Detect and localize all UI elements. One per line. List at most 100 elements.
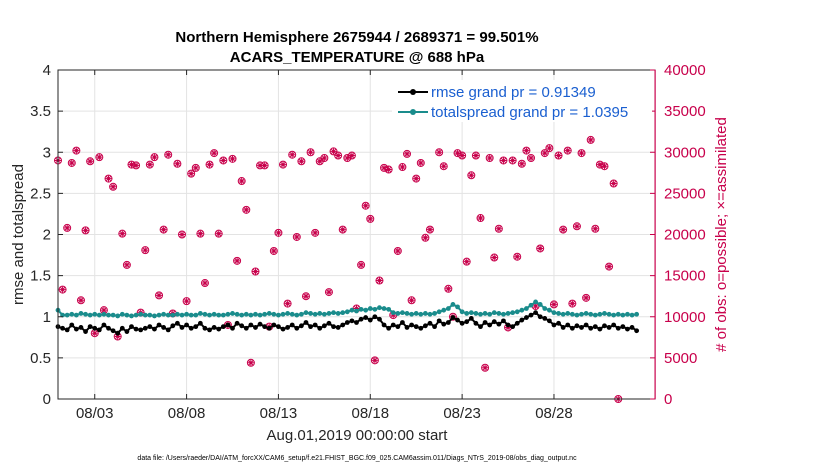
- totalspread-point-43: [253, 311, 258, 317]
- rmse-point-29: [188, 325, 194, 331]
- totalspread-point-40: [239, 312, 245, 318]
- rmse-point-83: [436, 318, 442, 324]
- obs-point-26: [173, 159, 182, 168]
- obs-assimilated-marker-33: [206, 161, 213, 168]
- totalspread-point-33: [207, 312, 212, 318]
- obs-assimilated-marker-102: [528, 155, 535, 162]
- obs-possible-marker-82: [435, 148, 444, 157]
- totalspread-point-87: [455, 304, 460, 310]
- obs-point-3: [67, 158, 76, 167]
- obs-assimilated-marker-72: [385, 166, 392, 173]
- obs-possible-marker-62: [338, 225, 347, 234]
- left-tick-label-6: 3: [43, 144, 51, 161]
- obs-possible-marker-86: [453, 149, 462, 158]
- obs-possible-marker-76: [403, 149, 412, 158]
- data-file-footnote: data file: /Users/raeder/DAI/ATM_forcXX/…: [137, 455, 577, 462]
- totalspread-point-55: [308, 311, 313, 316]
- totalspread-point-88: [459, 309, 465, 315]
- totalspread-point-84: [441, 307, 447, 313]
- obs-possible-marker-3: [67, 158, 76, 167]
- obs-possible-marker-67: [361, 201, 370, 210]
- obs-point-81: [425, 225, 434, 234]
- left-tick-label-3: 1.5: [30, 268, 51, 285]
- obs-possible-marker-58: [320, 154, 329, 163]
- obs-possible-marker-77: [407, 296, 416, 305]
- obs-possible-marker-38: [228, 154, 237, 163]
- right-tick-label-6: 30000: [664, 144, 706, 161]
- totalspread-point-57: [317, 311, 323, 316]
- obs-point-51: [288, 150, 297, 159]
- obs-assimilated-marker-60: [330, 148, 337, 155]
- rmse-point-5: [78, 325, 84, 330]
- obs-assimilated-marker-63: [344, 155, 351, 162]
- right-tick-label-1: 5000: [664, 350, 697, 367]
- obs-point-109: [559, 225, 568, 234]
- obs-assimilated-marker-103: [532, 303, 539, 310]
- obs-point-36: [219, 156, 228, 165]
- totalspread-point-45: [262, 311, 268, 317]
- obs-point-91: [476, 214, 485, 223]
- obs-assimilated-marker-104: [537, 245, 544, 252]
- obs-possible-marker-114: [582, 293, 591, 302]
- obs-possible-marker-40: [237, 177, 246, 186]
- obs-possible-marker-4: [72, 146, 81, 155]
- totalspread-point-79: [418, 311, 424, 317]
- rmse-point-69: [372, 314, 378, 320]
- obs-point-30: [191, 163, 200, 172]
- legend-label-totalspread: totalspread grand pr = 1.0395: [431, 104, 628, 121]
- rmse-point-30: [193, 324, 199, 330]
- obs-assimilated-marker-92: [482, 364, 489, 371]
- totalspread-point-21: [152, 313, 157, 319]
- totalspread-point-101: [519, 307, 525, 313]
- totalspread-point-103: [528, 302, 534, 308]
- obs-possible-marker-120: [609, 179, 618, 188]
- obs-assimilated-marker-58: [321, 155, 328, 162]
- chart-title-line1: Northern Hemisphere 2675944 / 2689371 = …: [175, 29, 538, 46]
- obs-point-34: [210, 149, 219, 158]
- totalspread-point-18: [138, 311, 144, 317]
- obs-assimilated-marker-110: [564, 147, 571, 154]
- obs-point-79: [416, 158, 425, 167]
- obs-possible-marker-63: [343, 154, 352, 163]
- totalspread-point-59: [326, 311, 332, 316]
- obs-assimilated-marker-35: [215, 230, 222, 237]
- right-tick-label-2: 10000: [664, 309, 706, 326]
- obs-possible-marker-68: [366, 214, 375, 223]
- rmse-point-44: [257, 321, 263, 327]
- obs-point-104: [536, 244, 545, 253]
- legend: rmse grand pr = 0.91349 totalspread gran…: [392, 80, 652, 122]
- obs-assimilated-marker-114: [583, 294, 590, 301]
- rmse-point-65: [354, 320, 359, 325]
- obs-assimilated-marker-43: [252, 268, 259, 275]
- obs-possible-marker-61: [334, 151, 343, 160]
- rmse-point-60: [331, 324, 336, 330]
- obs-possible-marker-47: [269, 246, 278, 255]
- obs-point-7: [86, 157, 95, 166]
- obs-possible-marker-27: [177, 230, 186, 239]
- right-tick-label-8: 40000: [664, 62, 706, 79]
- totalspread-point-36: [220, 312, 226, 318]
- obs-assimilated-marker-116: [592, 225, 599, 232]
- obs-assimilated-marker-73: [390, 312, 397, 319]
- obs-point-17: [132, 161, 141, 170]
- rmse-point-12: [110, 328, 116, 334]
- obs-possible-marker-83: [439, 162, 448, 171]
- rmse-point-103: [528, 312, 534, 318]
- totalspread-point-124: [625, 311, 630, 317]
- obs-assimilated-marker-78: [413, 175, 420, 182]
- totalspread-point-92: [478, 311, 483, 317]
- rmse-point-63: [344, 320, 350, 325]
- obs-possible-marker-88: [462, 257, 471, 266]
- x-axis-ticks: 08/03 08/08 08/13 08/18 08/23 08/28: [76, 70, 573, 422]
- totalspread-point-107: [546, 307, 552, 313]
- obs-possible-marker-29: [187, 169, 196, 178]
- totalspread-point-35: [216, 312, 222, 318]
- obs-possible-marker-31: [196, 229, 205, 238]
- obs-assimilated-marker-9: [96, 154, 103, 161]
- obs-assimilated-marker-89: [468, 172, 475, 179]
- obs-point-19: [141, 246, 150, 255]
- obs-assimilated-marker-55: [307, 149, 314, 156]
- obs-assimilated-marker-31: [197, 230, 204, 237]
- obs-assimilated-marker-21: [151, 154, 158, 161]
- rmse-point-39: [234, 320, 240, 326]
